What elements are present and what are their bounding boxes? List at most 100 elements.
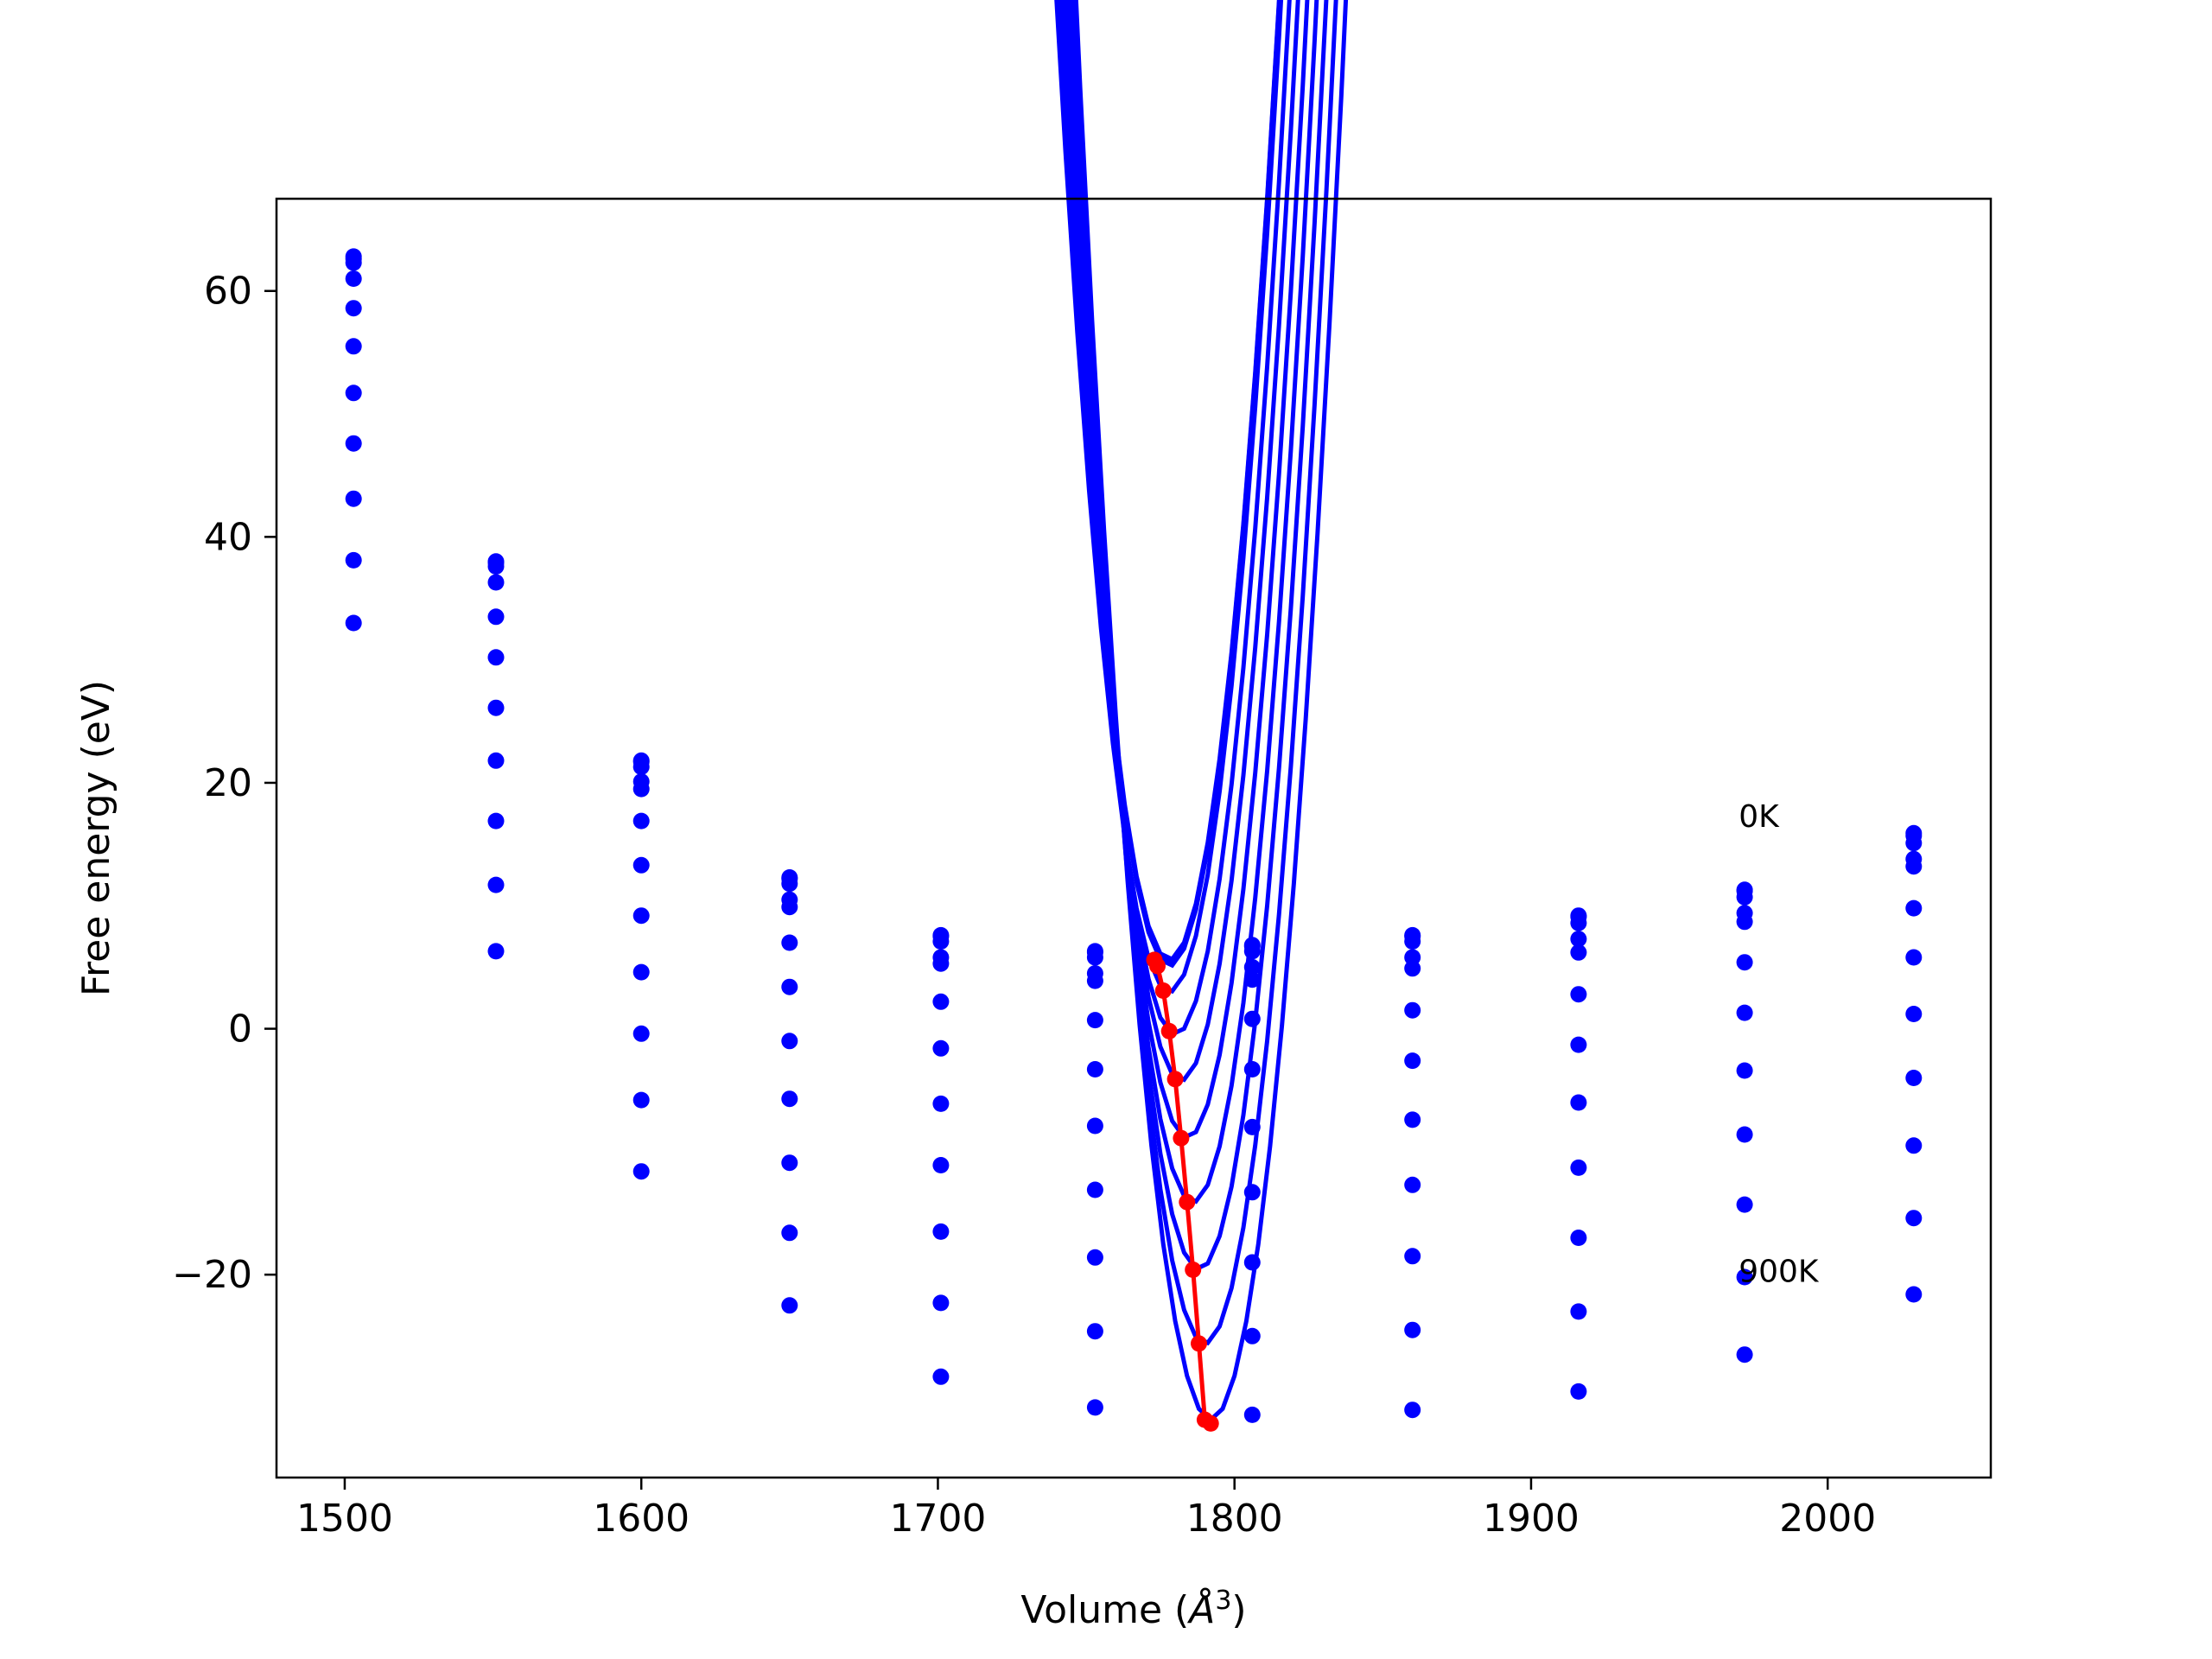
data-point-s7-4 (932, 1095, 950, 1112)
minima-point-2 (1154, 982, 1172, 999)
data-point-s7-6 (1243, 1118, 1261, 1135)
minima-point-8 (1191, 1335, 1207, 1352)
data-point-s5-0 (345, 338, 362, 355)
fit-curve-2 (1055, 0, 1282, 969)
minima-point-7 (1185, 1262, 1202, 1278)
x-axis-label-text: Volume (1020, 1588, 1162, 1632)
data-point-s3-1 (487, 574, 505, 591)
data-point-s11-3 (781, 1297, 798, 1314)
x-tick-label-1900: 1900 (1483, 1497, 1580, 1541)
x-tick-label-2000: 2000 (1779, 1497, 1876, 1541)
data-point-s2-8 (1570, 914, 1587, 931)
data-point-s8-1 (487, 812, 505, 830)
data-point-s2-3 (781, 875, 798, 893)
data-point-s7-7 (1404, 1111, 1421, 1128)
data-point-s11-10 (1905, 1286, 1923, 1303)
data-point-s10-2 (632, 1091, 650, 1109)
y-tick-label-20: 20 (204, 761, 252, 805)
data-point-s3-6 (1243, 958, 1261, 976)
data-point-s2-6 (1243, 943, 1261, 960)
data-point-s7-9 (1736, 1062, 1753, 1079)
data-point-s9-2 (632, 1025, 650, 1042)
data-point-s8-2 (632, 963, 650, 981)
x-axis-unit-exp: 3 (1215, 1586, 1231, 1616)
data-point-s8-0 (345, 490, 362, 507)
data-point-s2-2 (632, 759, 650, 775)
data-point-s10-1 (487, 943, 505, 960)
data-point-s6-0 (345, 385, 362, 402)
data-point-s7-3 (781, 1033, 798, 1050)
data-point-s5-7 (1404, 1001, 1421, 1019)
data-point-s2-7 (1404, 933, 1421, 950)
data-point-s6-8 (1570, 1036, 1587, 1053)
data-point-s6-3 (781, 978, 798, 995)
chart-marks: 0K 900K (345, 0, 1923, 1432)
data-point-s9-0 (345, 551, 362, 569)
data-point-s10-10 (1905, 1210, 1923, 1227)
data-point-s11-2 (632, 1163, 650, 1180)
data-point-s9-10 (1905, 1137, 1923, 1154)
annotation-900k: 900K (1738, 1255, 1820, 1290)
data-point-s6-4 (932, 1039, 950, 1057)
data-point-s6-2 (632, 856, 650, 874)
x-axis-unit-base: Å (1186, 1586, 1215, 1632)
data-point-s3-0 (345, 270, 362, 287)
data-point-s10-3 (781, 1224, 798, 1242)
data-point-s2-10 (1905, 835, 1923, 852)
data-point-s11-9 (1736, 1346, 1753, 1363)
data-point-s10-9 (1736, 1268, 1753, 1286)
data-point-s8-5 (1086, 1181, 1103, 1198)
data-point-s5-1 (487, 649, 505, 666)
data-point-s5-10 (1905, 899, 1923, 917)
data-point-s4-5 (1086, 972, 1103, 989)
data-point-s11-8 (1570, 1382, 1587, 1400)
minima-point-10 (1202, 1414, 1219, 1432)
x-axis-label-close: ) (1231, 1588, 1246, 1632)
x-axis-label: Volume (Å3) (1020, 1586, 1246, 1632)
data-point-s7-8 (1570, 1094, 1587, 1111)
data-point-s2-4 (932, 933, 950, 950)
data-point-s2-1 (487, 558, 505, 575)
data-point-s5-3 (781, 934, 798, 951)
data-point-s2-0 (345, 254, 362, 271)
data-point-s10-8 (1570, 1303, 1587, 1320)
minima-point-4 (1166, 1071, 1184, 1088)
data-point-s10-7 (1404, 1321, 1421, 1338)
data-point-s9-8 (1570, 1230, 1587, 1246)
x-tick-label-1700: 1700 (889, 1497, 986, 1541)
data-point-s4-9 (1736, 913, 1753, 931)
data-point-s10-0 (345, 614, 362, 632)
data-point-s9-9 (1736, 1196, 1753, 1213)
data-point-s7-0 (345, 435, 362, 452)
data-point-s6-5 (1086, 1061, 1103, 1077)
minima-point-1 (1149, 957, 1166, 975)
data-point-s8-3 (781, 1090, 798, 1108)
data-point-s9-5 (1086, 1249, 1103, 1266)
data-point-s6-1 (487, 699, 505, 716)
data-point-s5-2 (632, 812, 650, 830)
data-point-s8-9 (1736, 1126, 1753, 1143)
data-point-s9-7 (1404, 1248, 1421, 1265)
annotation-0k: 0K (1738, 799, 1780, 835)
data-point-s10-5 (1086, 1323, 1103, 1340)
data-point-s5-5 (1086, 1012, 1103, 1029)
data-point-s5-6 (1243, 1010, 1261, 1027)
plot-frame (275, 197, 1993, 1479)
data-point-s5-9 (1736, 954, 1753, 971)
x-tick-label-1800: 1800 (1186, 1497, 1283, 1541)
data-point-s7-2 (632, 907, 650, 925)
data-point-s8-10 (1905, 1070, 1923, 1086)
data-point-s4-8 (1570, 944, 1587, 961)
data-point-s2-9 (1736, 888, 1753, 906)
data-point-s9-3 (781, 1154, 798, 1172)
minima-point-6 (1179, 1193, 1196, 1211)
x-tick-label-1500: 1500 (296, 1497, 393, 1541)
minima-point-5 (1173, 1129, 1190, 1147)
data-point-s6-9 (1736, 1004, 1753, 1021)
axes: 1500 1600 1700 1800 1900 2000 −20 0 20 40 60 (172, 270, 1876, 1541)
data-point-s4-0 (345, 300, 362, 317)
data-point-s6-6 (1243, 1061, 1261, 1077)
data-point-s11-7 (1404, 1402, 1421, 1419)
